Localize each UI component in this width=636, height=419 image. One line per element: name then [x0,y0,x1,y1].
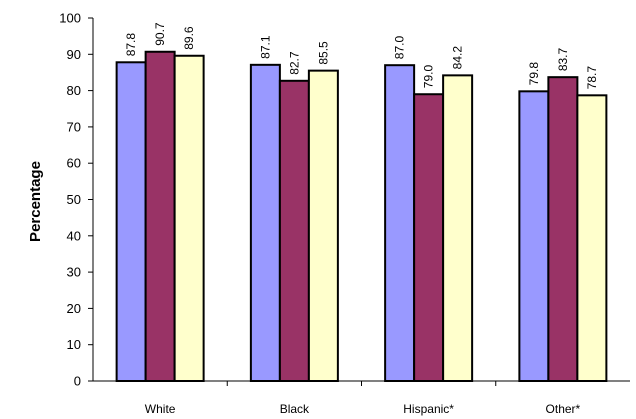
data-label: 90.7 [153,22,167,46]
bar [278,79,310,382]
data-label: 85.5 [316,41,330,65]
bars [115,50,608,383]
bar [249,63,281,383]
bar [144,50,176,382]
category-label: Black [280,402,310,416]
data-label: 84.2 [451,46,465,70]
y-tick-label: 0 [74,374,81,389]
bar [576,94,608,382]
data-label: 87.1 [258,35,272,59]
bar [547,76,579,382]
y-tick-label: 10 [67,337,81,352]
category-label: Other* [546,402,581,416]
data-label: 78.7 [585,66,599,90]
bar [442,74,474,382]
category-label: Hispanic* [403,402,454,416]
data-label: 87.0 [393,36,407,60]
bar [518,90,550,383]
data-label: 87.8 [124,33,138,57]
data-label: 82.7 [287,51,301,75]
y-tick-label: 100 [59,11,81,26]
bar [307,69,339,382]
category-label: White [145,402,176,416]
y-tick-label: 60 [67,156,81,171]
data-labels: 87.8 90.7 89.6 87.1 82.7 85.5 87.0 79.0 84.2 79.8… [124,22,599,89]
y-tick-label: 90 [67,47,81,62]
y-tick-label: 40 [67,228,81,243]
y-tick-label: 80 [67,83,81,98]
bar [173,54,205,382]
data-label: 79.0 [422,65,436,89]
y-tick-label: 30 [67,265,81,280]
category-labels: White Black Hispanic* Other* [145,402,581,416]
bar [115,61,147,382]
y-tick-label: 20 [67,301,81,316]
y-axis-ticks: 0 10 20 30 40 50 60 70 80 90 100 [59,11,497,389]
y-tick-label: 70 [67,119,81,134]
bar [413,93,445,382]
y-axis-label: Percentage [27,161,44,242]
data-label: 83.7 [556,47,570,71]
data-label: 79.8 [527,62,541,86]
y-tick-label: 50 [67,192,81,207]
data-label: 89.6 [182,26,196,50]
bar [384,64,416,382]
